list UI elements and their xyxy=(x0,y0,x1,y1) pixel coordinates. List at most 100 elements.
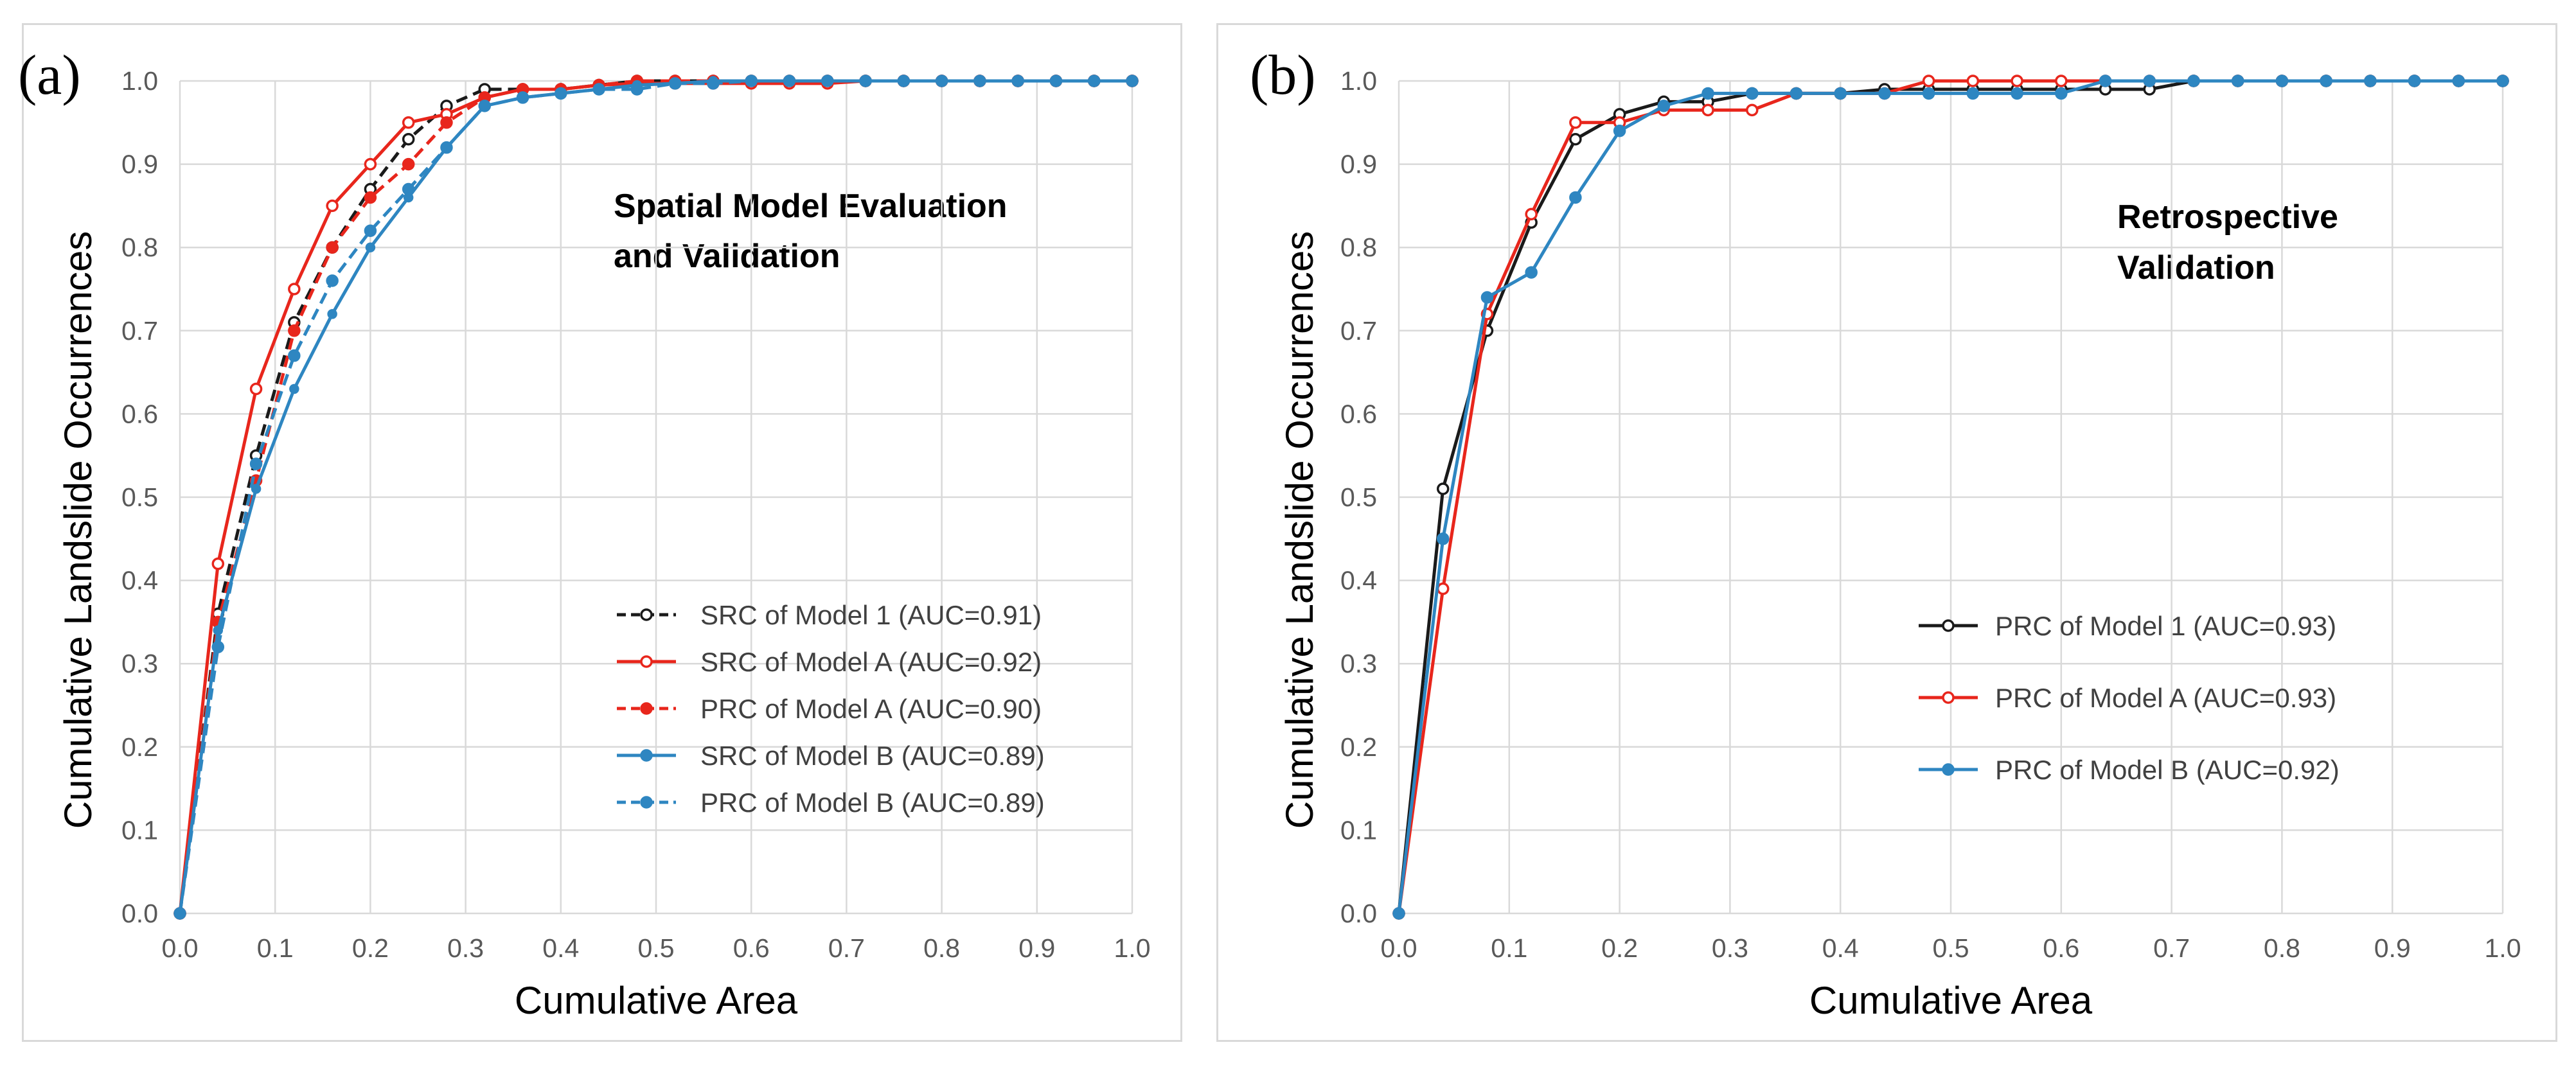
panel-b-y-tick-label: 0.2 xyxy=(1340,732,1377,762)
panel-b-series-3-point xyxy=(2055,87,2068,100)
panel-a-frame xyxy=(22,23,1182,1042)
panel-a-series-3-point xyxy=(402,157,415,171)
panel-a-x-axis-title: Cumulative Area xyxy=(515,979,798,1022)
panel-b-series-3-line xyxy=(1397,79,2503,914)
panel-a-series-5-point xyxy=(364,224,377,238)
panel-a-series-5 xyxy=(173,75,1139,920)
panel-b-series-3-point xyxy=(2099,75,2112,87)
panel-a-series-5-point xyxy=(783,75,796,87)
panel-a-x-tick-label: 0.6 xyxy=(733,933,770,963)
panel-b-series-3-point xyxy=(1657,100,1671,112)
panel-b-label: (b) xyxy=(1250,44,1316,107)
panel-b-series-2-point xyxy=(1436,582,1450,595)
panel-b-series-3-point xyxy=(1525,266,1538,279)
panel-b-y-tick-label: 0.3 xyxy=(1340,649,1377,678)
panel-b-series-3-point xyxy=(1966,87,1980,100)
panel-a-legend-swatch-marker xyxy=(640,796,653,809)
panel-b-x-tick-label: 0.7 xyxy=(2153,933,2190,963)
panel-b-series-3-point xyxy=(1746,87,1759,100)
panel-b-x-tick-label: 0.2 xyxy=(1601,933,1638,963)
panel-b-series-2-point xyxy=(1746,103,1759,117)
panel-a-x-tick-label: 0.7 xyxy=(828,933,865,963)
panel-b-annotation-line2: Validation xyxy=(2117,249,2275,286)
panel-b-series-3-point xyxy=(2320,75,2332,87)
panel-b-y-tick-label: 0.5 xyxy=(1340,482,1377,512)
panel-a-series-4-point xyxy=(327,309,337,319)
panel-b-legend-swatch-marker xyxy=(1942,619,1955,632)
panel-a-series-5-point xyxy=(668,77,682,90)
panel-a-legend-entry-3: PRC of Model A (AUC=0.90) xyxy=(617,694,1042,724)
panel-a-annotation-line1: Spatial Model Evaluation xyxy=(614,188,1008,225)
panel-b-x-tick-label: 1.0 xyxy=(2485,933,2521,963)
panel-a-legend-entry-5: PRC of Model B (AUC=0.89) xyxy=(617,788,1045,818)
panel-a-series-5-point xyxy=(516,91,529,104)
panel-a-y-tick-label: 0.9 xyxy=(121,150,158,179)
panel-a-series-5-point xyxy=(249,457,263,470)
panel-a-series-5-point xyxy=(440,141,453,154)
panel-a-legend-swatch-marker xyxy=(640,608,653,621)
panel-b-series-1-point xyxy=(1436,482,1450,495)
panel-b-series-3-point xyxy=(2275,75,2289,87)
panel-b-x-tick-label: 0.4 xyxy=(1822,933,1859,963)
panel-a-x-tick-label: 0.9 xyxy=(1018,933,1055,963)
panel-b-y-tick-label: 0.8 xyxy=(1340,233,1377,262)
panel-a-x-tick-label: 0.2 xyxy=(352,933,389,963)
panel-b-x-tick-label: 0.5 xyxy=(1933,933,1969,963)
panel-a-series-2-point xyxy=(402,116,415,129)
panel-a-series-3-point xyxy=(288,324,301,337)
panel-b-legend-entry-1: PRC of Model 1 (AUC=0.93) xyxy=(1919,611,2336,641)
panel-a-y-tick-label: 0.4 xyxy=(121,566,158,595)
panel-a-x-tick-label: 0.0 xyxy=(162,933,199,963)
panel-a-legend-label: SRC of Model 1 (AUC=0.91) xyxy=(700,600,1042,630)
panel-b-legend-entry-3: PRC of Model B (AUC=0.92) xyxy=(1919,755,2340,785)
panel-b-legend-swatch-marker xyxy=(1942,763,1955,776)
panel-a-x-tick-label: 0.4 xyxy=(542,933,579,963)
panel-a-legend-label: SRC of Model A (AUC=0.92) xyxy=(700,647,1042,677)
panel-a-annotation-line2: and Validation xyxy=(614,238,840,275)
panel-a-series-5-point xyxy=(1087,75,1101,87)
panel-b-y-tick-label: 0.4 xyxy=(1340,566,1377,595)
panel-b-y-tick-label: 0.1 xyxy=(1340,815,1377,845)
panel-b-series-3 xyxy=(1392,75,2509,920)
panel-a-gridlines xyxy=(179,80,1133,915)
panel-b-series-3-point xyxy=(2187,75,2200,87)
panel-a-series-3-point xyxy=(364,191,377,204)
panel-b-series-3-point xyxy=(2231,75,2244,87)
panel-a-series-5-line xyxy=(178,79,1132,914)
panel-a-legend-swatch-marker xyxy=(640,749,653,762)
panel-a-series-5-point xyxy=(973,75,986,87)
panel-a-y-tick-label: 0.1 xyxy=(121,815,158,845)
panel-b-series-3-point xyxy=(1790,87,1803,100)
panel-a-series-5-point xyxy=(402,182,415,196)
panel-b-series-3-point xyxy=(1480,291,1494,304)
panel-a-series-5-point xyxy=(555,87,567,100)
panel-b-series-3-point xyxy=(2143,75,2156,87)
panel-a-x-tick-label: 0.5 xyxy=(638,933,675,963)
panel-b-y-tick-label: 0.9 xyxy=(1340,150,1377,179)
panel-b-y-axis-title: Cumulative Landslide Occurrences xyxy=(1278,231,1321,829)
panel-a-series-2-point xyxy=(326,199,339,213)
panel-a-y-tick-label: 1.0 xyxy=(121,66,158,96)
panel-a-series-5-point xyxy=(859,75,872,87)
panel-b-series-3-point xyxy=(1436,532,1450,545)
panel-b-series-3-point xyxy=(1392,907,1405,920)
panel-a-legend-label: SRC of Model B (AUC=0.89) xyxy=(700,741,1045,771)
panel-a-legend-label: PRC of Model A (AUC=0.90) xyxy=(700,694,1042,724)
panel-a-series-1-line xyxy=(178,79,1132,914)
panel-b-x-axis-title: Cumulative Area xyxy=(1809,979,2093,1022)
panel-a-y-tick-label: 0.5 xyxy=(121,482,158,512)
panel-a-series-5-point xyxy=(897,75,910,87)
panel-a-y-tick-label: 0.0 xyxy=(121,899,158,928)
panel-b-x-tick-label: 0.9 xyxy=(2374,933,2411,963)
panel-b-legend-label: PRC of Model 1 (AUC=0.93) xyxy=(1995,611,2336,641)
panel-b-series-2-point xyxy=(1569,116,1582,129)
panel-a-series-2-point xyxy=(211,557,225,570)
panel-b-series-3-point xyxy=(1701,87,1714,100)
panel-a-series-5-point xyxy=(745,75,758,87)
panel-b-y-tick-label: 1.0 xyxy=(1340,66,1377,96)
panel-b-gridlines xyxy=(1398,80,2504,915)
panel-a-series-1-point xyxy=(402,132,415,146)
panel-a-series-4-point xyxy=(251,484,262,494)
panel-b-annotation-line1: Retrospective xyxy=(2117,198,2338,236)
